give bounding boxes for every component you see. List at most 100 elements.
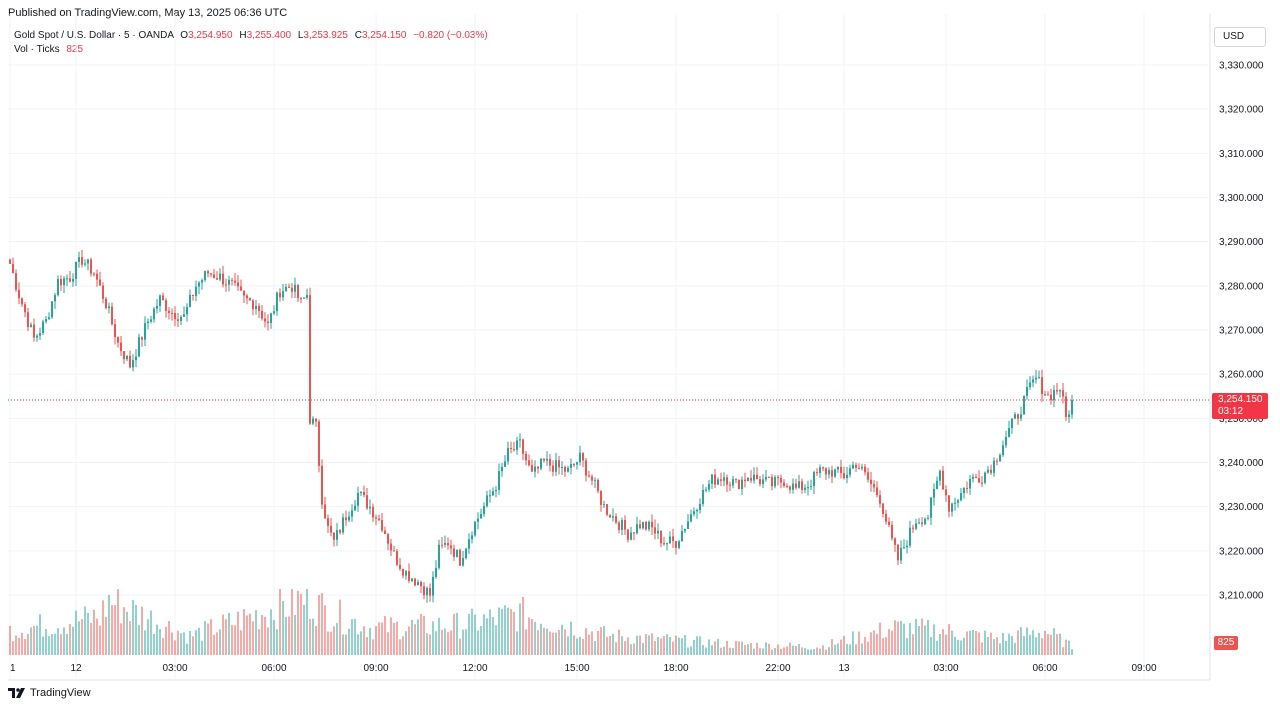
candle-body — [762, 479, 764, 484]
candle-body — [387, 534, 389, 544]
volume-bar — [48, 636, 50, 655]
volume-bar — [189, 630, 191, 655]
volume-bar — [1062, 647, 1064, 655]
volume-label[interactable]: Vol · Ticks — [14, 44, 60, 55]
candle-body — [891, 524, 893, 539]
candle-body — [1062, 390, 1064, 397]
y-tick-label: 3,250.000 — [1219, 414, 1264, 425]
candle-body — [402, 568, 404, 576]
volume-bar — [471, 608, 473, 655]
candle-body — [366, 495, 368, 509]
volume-bar — [903, 623, 905, 655]
candle-body — [558, 460, 560, 468]
candle-body — [1053, 389, 1055, 401]
candle-body — [33, 324, 35, 338]
candle-body — [591, 476, 593, 481]
volume-bar — [981, 642, 983, 655]
candle-body — [792, 483, 794, 490]
volume-bar — [96, 618, 98, 655]
symbol-label[interactable]: Gold Spot / U.S. Dollar · 5 · OANDA — [14, 30, 174, 41]
candle-body — [339, 530, 341, 533]
volume-bar — [39, 614, 41, 655]
volume-bar — [879, 622, 881, 655]
volume-bar — [363, 626, 365, 655]
volume-bar — [516, 631, 518, 655]
high-value: 3,255.400 — [246, 30, 292, 41]
candle-body — [237, 282, 239, 287]
volume-bar — [408, 626, 410, 655]
candle-body — [801, 481, 803, 490]
volume-bar — [9, 625, 11, 655]
candle-body — [282, 291, 284, 298]
candle-body — [978, 478, 980, 483]
candle-body — [54, 295, 56, 302]
candle-body — [918, 522, 920, 524]
candle-body — [396, 551, 398, 565]
candle-body — [468, 539, 470, 549]
volume-bar — [828, 647, 830, 655]
candle-body — [426, 588, 428, 596]
candle-body — [234, 280, 236, 283]
candle-body — [261, 311, 263, 319]
candle-body — [183, 314, 185, 317]
volume-bar — [12, 641, 14, 655]
volume-bar — [864, 636, 866, 655]
volume-bar — [909, 623, 911, 655]
volume-bar — [861, 643, 863, 655]
candle-body — [786, 486, 788, 488]
volume-bar — [651, 633, 653, 655]
candle-body — [132, 360, 134, 368]
candle-body — [633, 532, 635, 534]
volume-bar — [360, 631, 362, 655]
volume-bar — [153, 633, 155, 655]
candle-body — [912, 527, 914, 529]
candle-body — [672, 536, 674, 542]
candle-body — [90, 259, 92, 274]
candle-body — [69, 278, 71, 282]
candle-body — [648, 521, 650, 530]
candle-body — [777, 477, 779, 479]
volume-bar — [693, 639, 695, 655]
currency-button[interactable]: USD — [1214, 27, 1266, 47]
ohlc-legend-row: Gold Spot / U.S. Dollar · 5 · OANDA O3,2… — [14, 29, 488, 43]
candle-body — [390, 543, 392, 551]
x-tick-label: 03:00 — [933, 663, 958, 674]
volume-bar — [45, 629, 47, 655]
candle-body — [105, 298, 107, 309]
candle-body — [942, 470, 944, 490]
volume-bar — [696, 636, 698, 655]
candle-body — [717, 479, 719, 485]
candle-body — [948, 495, 950, 512]
volume-bar — [537, 630, 539, 655]
candle-body — [876, 487, 878, 496]
volume-bar — [42, 636, 44, 655]
volume-bar — [399, 639, 401, 655]
candle-body — [222, 273, 224, 285]
volume-bar — [774, 648, 776, 655]
volume-bar — [1041, 638, 1043, 655]
volume-bar — [951, 630, 953, 655]
volume-bar — [171, 632, 173, 655]
candle-body — [723, 477, 725, 481]
candle-body — [687, 521, 689, 529]
candle-body — [642, 522, 644, 529]
candle-body — [243, 290, 245, 296]
volume-bar — [807, 649, 809, 655]
volume-bar — [1038, 632, 1040, 655]
volume-bar — [264, 616, 266, 655]
candle-body — [1047, 394, 1049, 396]
volume-bar — [30, 627, 32, 655]
volume-bar — [18, 638, 20, 655]
candle-body — [612, 516, 614, 518]
volume-bar — [1005, 640, 1007, 655]
candle-body — [303, 297, 305, 299]
candle-body — [84, 263, 86, 265]
volume-bar — [567, 636, 569, 655]
volume-bar — [588, 634, 590, 655]
change-value: −0.820 (−0.03%) — [413, 30, 488, 41]
candle-body — [15, 273, 17, 290]
volume-bar — [999, 643, 1001, 655]
candle-body — [603, 504, 605, 506]
volume-bar — [90, 623, 92, 655]
